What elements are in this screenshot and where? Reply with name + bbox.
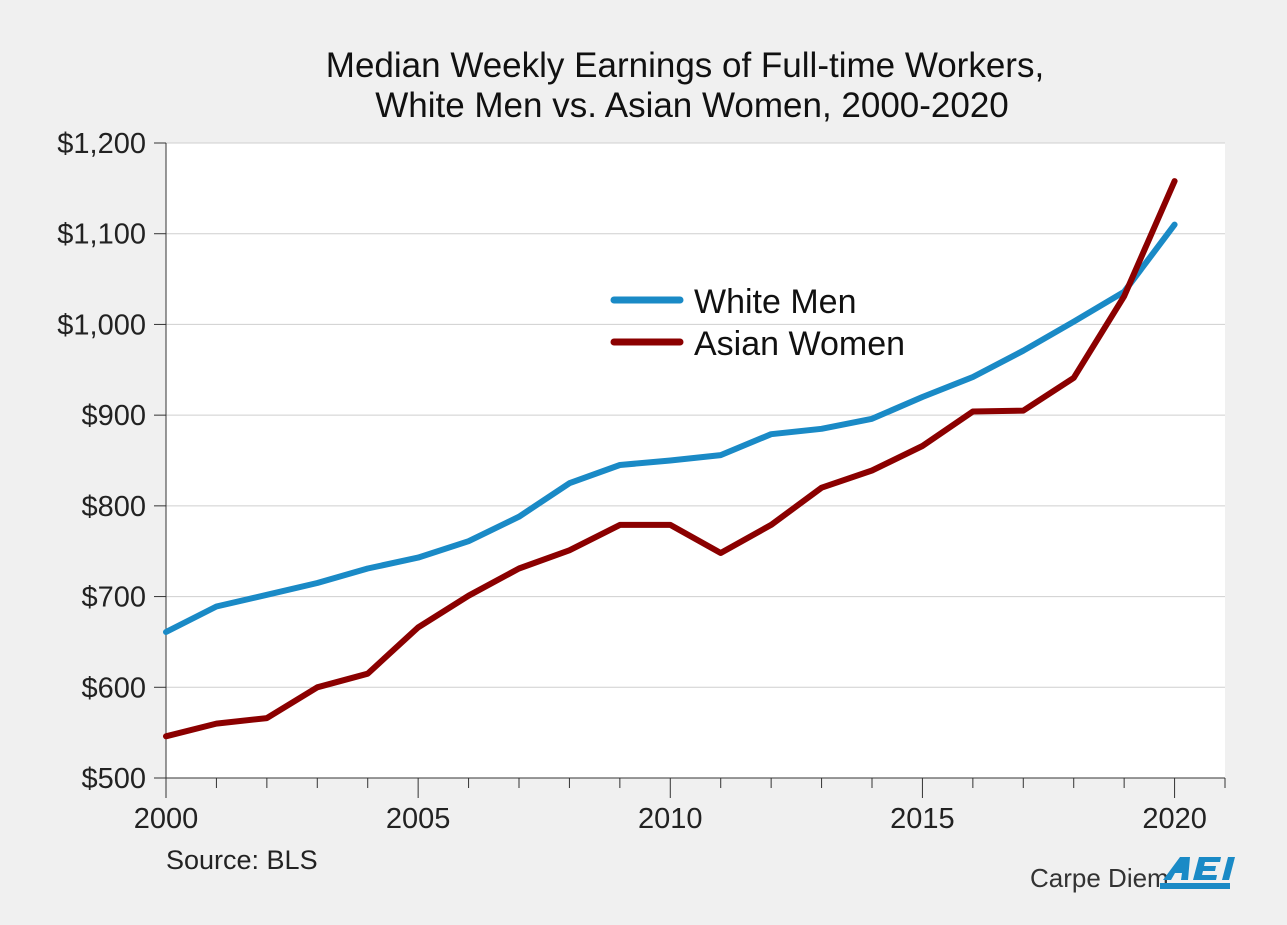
chart-title-line-1: Median Weekly Earnings of Full-time Work… — [326, 46, 1044, 85]
x-tick-label-2020: 2020 — [1142, 803, 1207, 835]
source-note: Source: BLS — [166, 845, 318, 875]
y-tick-label-600: $600 — [81, 672, 146, 704]
y-tick-label-700: $700 — [81, 582, 146, 614]
x-tick-label-2000: 2000 — [134, 803, 199, 835]
brand-name: Carpe Diem — [1030, 863, 1169, 893]
y-tick-label-900: $900 — [81, 400, 146, 432]
y-tick-label-1100: $1,100 — [57, 219, 146, 251]
y-tick-label-800: $800 — [81, 491, 146, 523]
x-tick-label-2010: 2010 — [638, 803, 703, 835]
chart-title: Median Weekly Earnings of Full-time Work… — [326, 46, 1044, 125]
x-tick-label-2015: 2015 — [890, 803, 955, 835]
y-tick-label-1200: $1,200 — [57, 128, 146, 160]
aei-logo: Carpe Diem — [1030, 857, 1235, 893]
series-line-white-men — [163, 221, 1178, 635]
legend: White Men Asian Women — [610, 283, 905, 363]
series-line-asian-women — [163, 178, 1178, 740]
y-tick-label-500: $500 — [81, 763, 146, 795]
y-tick-label-1000: $1,000 — [57, 309, 146, 341]
aei-logo-mark — [1160, 857, 1235, 889]
series-lines — [163, 178, 1178, 740]
gridlines — [166, 142, 1225, 688]
legend-label-white-men: White Men — [694, 283, 857, 321]
legend-label-asian-women: Asian Women — [694, 325, 905, 363]
axes: $500 $600 $700 $800 $900 $1,000 $1,100 $1,200 20… — [57, 128, 1226, 835]
x-tick-label-2005: 2005 — [386, 803, 451, 835]
chart-title-line-2: White Men vs. Asian Women, 2000-2020 — [375, 86, 1009, 125]
